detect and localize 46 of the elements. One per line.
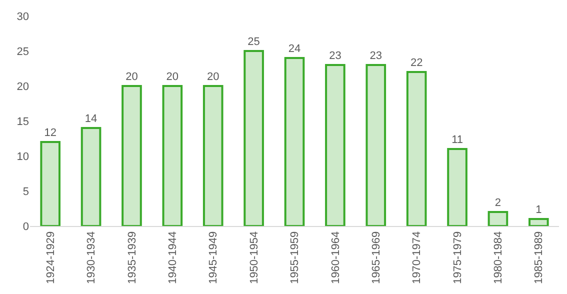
y-tick-label: 30 bbox=[16, 10, 29, 23]
x-tick-label: 1950-1954 bbox=[248, 231, 260, 284]
x-tick-label: 1980-1984 bbox=[492, 231, 505, 284]
bar bbox=[325, 64, 346, 226]
bar bbox=[162, 85, 183, 226]
bar bbox=[80, 127, 102, 226]
x-tick-label: 1930-1934 bbox=[86, 231, 98, 284]
x-tick-label: 1965-1969 bbox=[370, 231, 382, 284]
x-tick-label: 1955-1959 bbox=[289, 231, 302, 284]
data-label: 2 bbox=[494, 197, 502, 209]
data-label: 22 bbox=[410, 57, 423, 69]
y-tick-label: 15 bbox=[16, 116, 29, 128]
x-tick-label: 1940-1944 bbox=[166, 231, 179, 284]
bar bbox=[528, 218, 549, 226]
y-tick-label: 20 bbox=[16, 80, 29, 93]
y-tick-label: 5 bbox=[22, 186, 29, 198]
x-tick-label: 1975-1979 bbox=[452, 231, 464, 284]
y-tick-label: 10 bbox=[16, 150, 29, 163]
x-tick-label: 1985-1989 bbox=[533, 231, 546, 284]
bar bbox=[122, 85, 142, 226]
bar bbox=[284, 57, 305, 226]
bar bbox=[447, 148, 468, 226]
data-label: 20 bbox=[206, 71, 220, 83]
data-label: 23 bbox=[329, 50, 342, 62]
y-tick-label: 25 bbox=[16, 46, 29, 58]
bar bbox=[244, 50, 264, 226]
x-tick-label: 1945-1949 bbox=[208, 231, 220, 284]
data-label: 14 bbox=[84, 113, 98, 125]
x-tick-label: 1970-1974 bbox=[411, 231, 424, 284]
data-label: 12 bbox=[44, 127, 56, 139]
x-tick-label: 1924-1929 bbox=[44, 231, 57, 284]
data-label: 11 bbox=[452, 134, 463, 146]
bar bbox=[366, 64, 386, 226]
bar bbox=[202, 85, 224, 226]
bar bbox=[406, 71, 427, 226]
data-label: 1 bbox=[536, 204, 542, 216]
data-label: 24 bbox=[288, 43, 301, 55]
bar bbox=[488, 211, 508, 226]
data-label: 20 bbox=[126, 71, 138, 83]
bar bbox=[40, 141, 60, 226]
y-tick-label: 0 bbox=[22, 220, 29, 233]
data-label: 23 bbox=[370, 50, 382, 62]
x-tick-label: 1935-1939 bbox=[126, 231, 138, 284]
data-label: 20 bbox=[166, 71, 179, 83]
data-label: 25 bbox=[248, 36, 260, 48]
x-tick-label: 1960-1964 bbox=[330, 231, 342, 284]
